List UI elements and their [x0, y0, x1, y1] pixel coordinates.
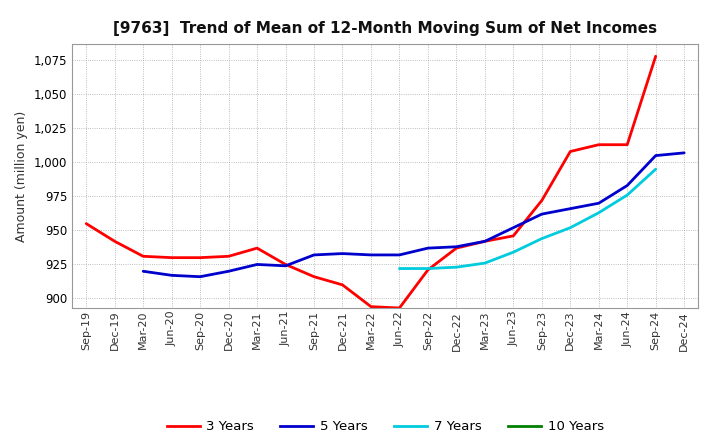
Y-axis label: Amount (million yen): Amount (million yen): [15, 110, 28, 242]
Title: [9763]  Trend of Mean of 12-Month Moving Sum of Net Incomes: [9763] Trend of Mean of 12-Month Moving …: [113, 21, 657, 36]
Legend: 3 Years, 5 Years, 7 Years, 10 Years: 3 Years, 5 Years, 7 Years, 10 Years: [161, 415, 609, 439]
